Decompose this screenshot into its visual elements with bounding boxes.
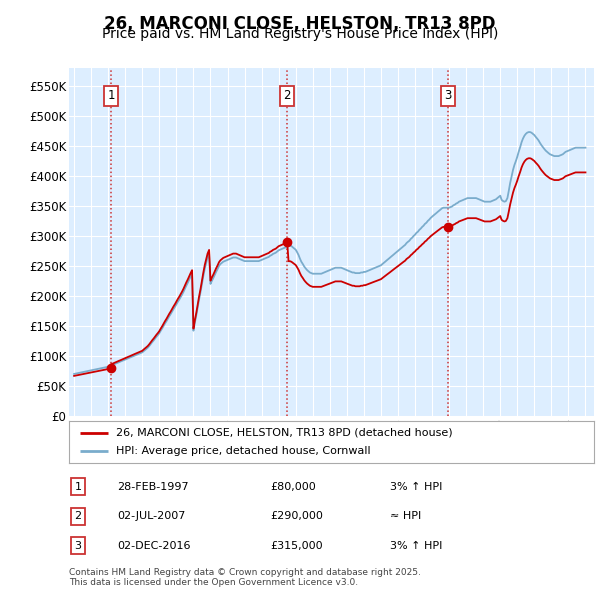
Text: £80,000: £80,000 bbox=[270, 482, 316, 491]
Text: 3% ↑ HPI: 3% ↑ HPI bbox=[390, 541, 442, 550]
Text: 26, MARCONI CLOSE, HELSTON, TR13 8PD (detached house): 26, MARCONI CLOSE, HELSTON, TR13 8PD (de… bbox=[116, 428, 453, 438]
Text: 1: 1 bbox=[107, 89, 115, 102]
Text: 2: 2 bbox=[283, 89, 291, 102]
Text: £315,000: £315,000 bbox=[270, 541, 323, 550]
Text: Contains HM Land Registry data © Crown copyright and database right 2025.
This d: Contains HM Land Registry data © Crown c… bbox=[69, 568, 421, 587]
Text: 3: 3 bbox=[74, 541, 82, 550]
Text: 28-FEB-1997: 28-FEB-1997 bbox=[117, 482, 188, 491]
Text: £290,000: £290,000 bbox=[270, 512, 323, 521]
Text: ≈ HPI: ≈ HPI bbox=[390, 512, 421, 521]
Text: Price paid vs. HM Land Registry's House Price Index (HPI): Price paid vs. HM Land Registry's House … bbox=[102, 27, 498, 41]
Text: 02-JUL-2007: 02-JUL-2007 bbox=[117, 512, 185, 521]
Text: 3: 3 bbox=[444, 89, 451, 102]
Text: 02-DEC-2016: 02-DEC-2016 bbox=[117, 541, 191, 550]
Text: 2: 2 bbox=[74, 512, 82, 521]
Text: HPI: Average price, detached house, Cornwall: HPI: Average price, detached house, Corn… bbox=[116, 446, 371, 456]
Text: 26, MARCONI CLOSE, HELSTON, TR13 8PD: 26, MARCONI CLOSE, HELSTON, TR13 8PD bbox=[104, 15, 496, 33]
Text: 3% ↑ HPI: 3% ↑ HPI bbox=[390, 482, 442, 491]
Text: 1: 1 bbox=[74, 482, 82, 491]
